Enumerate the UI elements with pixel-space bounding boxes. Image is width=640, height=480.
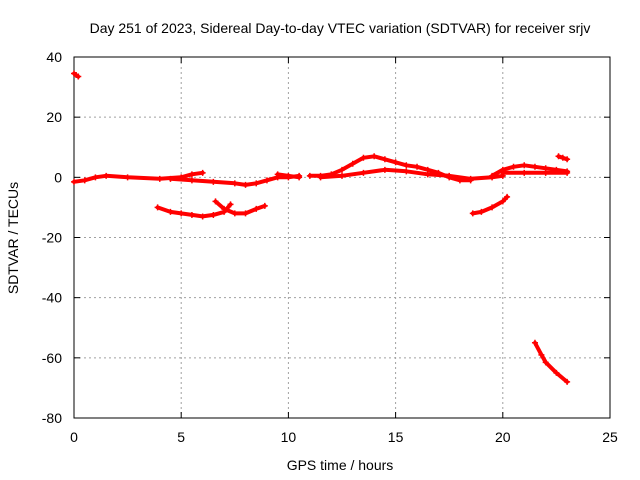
data-point (71, 178, 77, 185)
data-point (499, 198, 506, 205)
data-point (253, 205, 260, 212)
data-point (371, 153, 378, 160)
data-point (499, 169, 506, 176)
data-point (231, 180, 238, 187)
x-tick-label: 0 (70, 429, 78, 445)
data-series (71, 70, 571, 385)
data-point (381, 166, 388, 173)
data-point (317, 174, 324, 181)
series-arc-steep-drop (533, 340, 570, 384)
data-point (564, 378, 571, 385)
data-point (188, 211, 195, 218)
data-point (478, 208, 485, 215)
y-tick-label: 40 (46, 49, 62, 65)
data-point (261, 202, 268, 209)
data-point (81, 177, 88, 184)
data-point (199, 213, 206, 220)
data-point (349, 160, 356, 167)
x-tick-label: 15 (388, 429, 404, 445)
data-point (296, 174, 303, 181)
chart-title: Day 251 of 2023, Sidereal Day-to-day VTE… (90, 20, 591, 36)
data-point (75, 73, 82, 80)
data-point (504, 193, 511, 200)
data-point (242, 210, 249, 217)
series-arc-baseline-2 (168, 173, 302, 187)
y-axis-label: SDTVAR / TECUs (5, 182, 21, 294)
data-point (360, 154, 367, 161)
data-point (403, 168, 410, 175)
data-point (263, 177, 270, 184)
data-point (403, 162, 410, 169)
series-arc-dip-3 (470, 194, 510, 216)
data-point (124, 174, 131, 181)
data-point (285, 172, 292, 179)
data-point (542, 359, 549, 366)
data-point (564, 169, 571, 176)
data-point (339, 172, 345, 179)
x-tick-label: 5 (177, 429, 185, 445)
data-point (531, 163, 538, 170)
series-arc-hump-lower (318, 167, 505, 181)
data-point (559, 154, 566, 161)
y-tick-labels: -80 -60 -40 -20 0 20 40 (42, 49, 62, 426)
data-point (424, 171, 431, 178)
x-axis-label: GPS time / hours (287, 457, 394, 473)
data-point (156, 175, 163, 182)
data-point (521, 169, 528, 176)
data-point (306, 172, 313, 179)
data-point (221, 205, 228, 212)
data-point (167, 175, 174, 182)
data-point (467, 175, 474, 182)
data-point (242, 181, 249, 188)
data-point (538, 351, 545, 358)
data-point (564, 156, 571, 163)
data-point (392, 159, 399, 166)
data-point (253, 180, 260, 187)
data-point (510, 163, 517, 170)
data-point (92, 174, 99, 181)
data-point (210, 211, 217, 218)
y-tick-label: -60 (42, 350, 62, 366)
data-point (339, 166, 345, 173)
data-point (167, 208, 174, 215)
data-point (103, 172, 110, 179)
y-tick-label: -80 (42, 410, 62, 426)
data-point (231, 210, 238, 217)
y-tick-label: 0 (54, 169, 62, 185)
data-point (212, 198, 219, 205)
data-point (489, 204, 496, 211)
data-point (542, 169, 549, 176)
data-point (531, 339, 538, 346)
data-point (210, 178, 217, 185)
x-tick-labels: 0 5 10 15 20 25 (70, 429, 618, 445)
y-tick-label: 20 (46, 109, 62, 125)
grid-lines (74, 57, 610, 418)
data-point (199, 169, 206, 176)
data-point (381, 156, 388, 163)
x-tick-label: 25 (602, 429, 618, 445)
data-point (274, 171, 281, 178)
axis-ticks (73, 56, 611, 419)
data-point (154, 204, 161, 211)
data-point (469, 210, 476, 217)
data-point (555, 153, 562, 160)
data-point (360, 169, 367, 176)
data-point (414, 163, 421, 170)
data-point (489, 172, 496, 179)
data-point (178, 210, 185, 217)
y-tick-label: -20 (42, 230, 62, 246)
data-point (188, 171, 195, 178)
data-point (227, 201, 234, 208)
x-tick-label: 10 (281, 429, 297, 445)
data-point (188, 177, 195, 184)
y-tick-label: -40 (42, 290, 62, 306)
x-tick-label: 20 (495, 429, 511, 445)
data-point (521, 162, 528, 169)
data-point (553, 369, 560, 376)
data-point (446, 172, 453, 179)
